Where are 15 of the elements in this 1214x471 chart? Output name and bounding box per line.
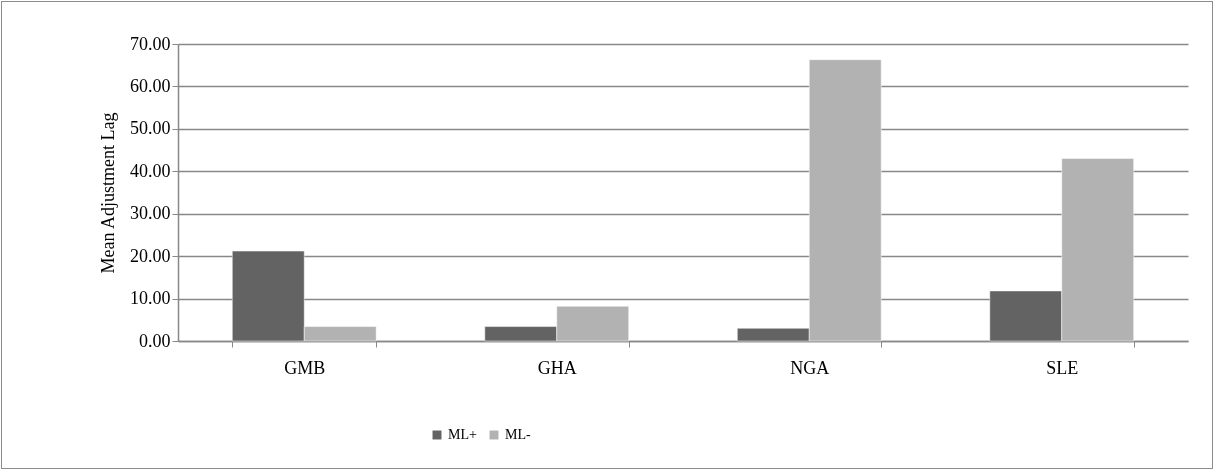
y-axis-title: Mean Adjustment Lag bbox=[98, 112, 118, 274]
y-tick-label: 10.00 bbox=[130, 288, 171, 309]
x-tick-label: GHA bbox=[537, 357, 577, 378]
y-tick-label: 30.00 bbox=[130, 203, 171, 224]
x-tick-label: NGA bbox=[790, 357, 830, 378]
y-tick-label: 50.00 bbox=[130, 118, 171, 139]
y-tick-label: 20.00 bbox=[130, 245, 171, 266]
legend-label: ML- bbox=[505, 427, 531, 442]
legend-label: ML+ bbox=[448, 427, 477, 442]
x-tick-label: SLE bbox=[1046, 357, 1079, 378]
y-tick-label: 40.00 bbox=[130, 160, 171, 181]
y-tick-label: 60.00 bbox=[130, 75, 171, 96]
y-tick-label: 70.00 bbox=[130, 33, 171, 54]
x-tick-label: GMB bbox=[284, 357, 326, 378]
y-tick-label: 0.00 bbox=[139, 330, 171, 351]
